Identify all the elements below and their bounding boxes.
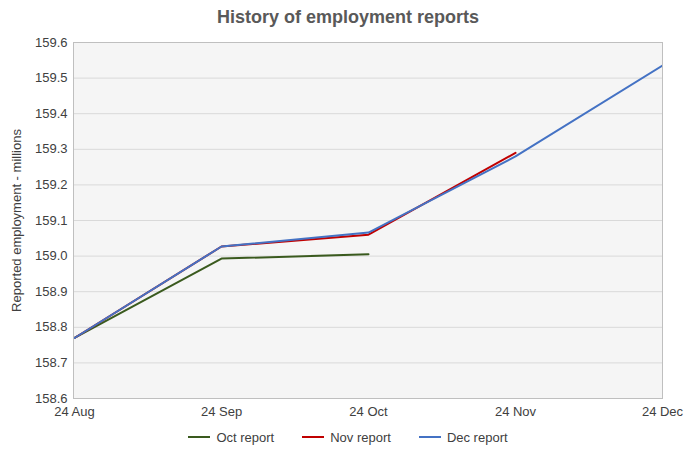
svg-text:158.9: 158.9 [35, 284, 68, 299]
html-text:Nov report: Nov report [330, 429, 391, 445]
svg-text:24 Sep: 24 Sep [201, 404, 242, 419]
svg-text:159.6: 159.6 [35, 35, 68, 50]
svg-text:Reported employment - millions: Reported employment - millions [9, 129, 24, 312]
html-text:Oct report: Oct report [216, 429, 275, 445]
svg-text:159.1: 159.1 [35, 213, 68, 228]
svg-text:159.3: 159.3 [35, 141, 68, 156]
svg-text:24 Aug: 24 Aug [54, 404, 95, 419]
svg-text:158.6: 158.6 [35, 390, 68, 406]
html-text:Dec report: Dec report [446, 429, 508, 445]
svg-text:24 Nov: 24 Nov [495, 404, 537, 419]
html-text:History of employment reports: History of employment reports [217, 7, 479, 27]
svg-text:159.2: 159.2 [35, 177, 68, 192]
svg-text:24 Dec: 24 Dec [642, 404, 684, 419]
svg-text:159.5: 159.5 [35, 70, 68, 85]
svg-text:24 Oct: 24 Oct [349, 404, 388, 419]
svg-text:158.7: 158.7 [35, 355, 68, 370]
svg-text:159.4: 159.4 [35, 106, 68, 121]
svg-text:159.0: 159.0 [35, 248, 68, 263]
svg-text:158.8: 158.8 [35, 319, 68, 334]
